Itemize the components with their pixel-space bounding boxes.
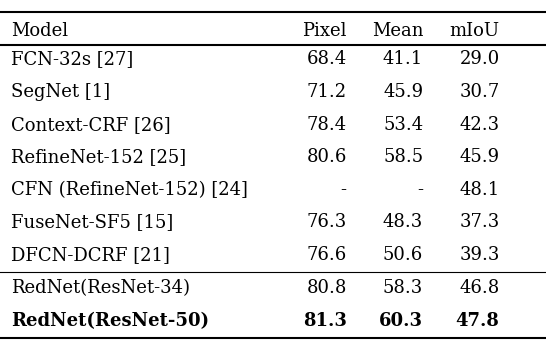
Text: 48.3: 48.3 <box>383 213 423 231</box>
Text: 60.3: 60.3 <box>379 312 423 330</box>
Text: 48.1: 48.1 <box>459 181 500 199</box>
Text: Pixel: Pixel <box>302 22 347 40</box>
Text: 58.5: 58.5 <box>383 148 423 166</box>
Text: 45.9: 45.9 <box>460 148 500 166</box>
Text: 80.8: 80.8 <box>306 279 347 298</box>
Text: 68.4: 68.4 <box>306 50 347 69</box>
Text: RedNet(ResNet-50): RedNet(ResNet-50) <box>11 312 209 330</box>
Text: 46.8: 46.8 <box>459 279 500 298</box>
Text: RedNet(ResNet-34): RedNet(ResNet-34) <box>11 279 190 298</box>
Text: 76.3: 76.3 <box>306 213 347 231</box>
Text: 71.2: 71.2 <box>307 83 347 101</box>
Text: DFCN-DCRF [21]: DFCN-DCRF [21] <box>11 246 170 264</box>
Text: Context-CRF [26]: Context-CRF [26] <box>11 116 170 134</box>
Text: FuseNet-SF5 [15]: FuseNet-SF5 [15] <box>11 213 173 231</box>
Text: FCN-32s [27]: FCN-32s [27] <box>11 50 133 69</box>
Text: RefineNet-152 [25]: RefineNet-152 [25] <box>11 148 186 166</box>
Text: 42.3: 42.3 <box>460 116 500 134</box>
Text: 45.9: 45.9 <box>383 83 423 101</box>
Text: 29.0: 29.0 <box>459 50 500 69</box>
Text: 81.3: 81.3 <box>303 312 347 330</box>
Text: mIoU: mIoU <box>449 22 500 40</box>
Text: 30.7: 30.7 <box>459 83 500 101</box>
Text: -: - <box>417 181 423 199</box>
Text: 47.8: 47.8 <box>456 312 500 330</box>
Text: 39.3: 39.3 <box>459 246 500 264</box>
Text: 58.3: 58.3 <box>383 279 423 298</box>
Text: 37.3: 37.3 <box>459 213 500 231</box>
Text: -: - <box>341 181 347 199</box>
Text: SegNet [1]: SegNet [1] <box>11 83 110 101</box>
Text: Mean: Mean <box>372 22 423 40</box>
Text: CFN (RefineNet-152) [24]: CFN (RefineNet-152) [24] <box>11 181 248 199</box>
Text: 50.6: 50.6 <box>383 246 423 264</box>
Text: 41.1: 41.1 <box>383 50 423 69</box>
Text: 76.6: 76.6 <box>306 246 347 264</box>
Text: 80.6: 80.6 <box>306 148 347 166</box>
Text: 53.4: 53.4 <box>383 116 423 134</box>
Text: Model: Model <box>11 22 68 40</box>
Text: 78.4: 78.4 <box>307 116 347 134</box>
